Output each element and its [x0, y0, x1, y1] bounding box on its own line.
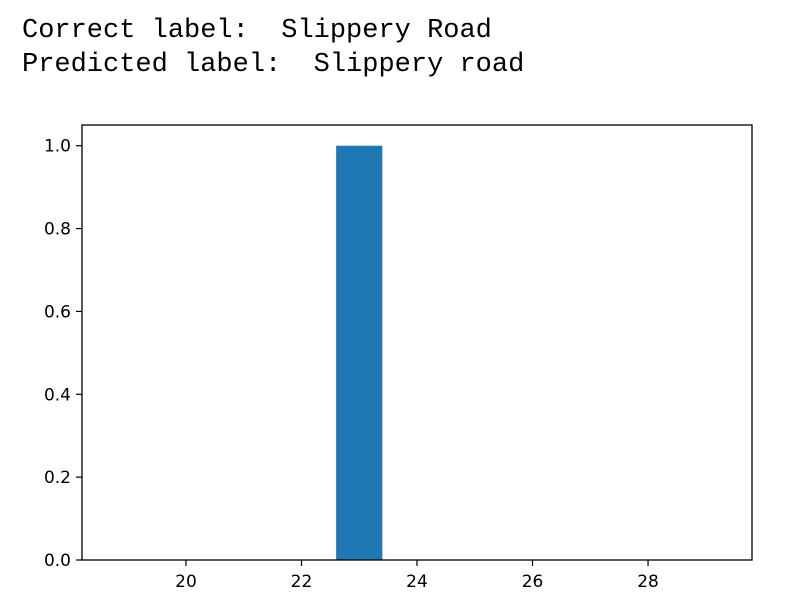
x-tick-label: 20: [175, 572, 197, 592]
predicted-label-value: Slippery road: [313, 50, 525, 80]
predicted-label-prefix: Predicted label:: [22, 50, 314, 80]
correct-label-value: Slippery Road: [281, 16, 492, 46]
y-tick-label: 0.2: [44, 468, 71, 488]
bars-group: [336, 145, 383, 560]
y-tick-label: 0.6: [44, 302, 71, 322]
x-tick-label: 22: [291, 572, 313, 592]
x-tick-label: 28: [637, 572, 659, 592]
y-tick-label: 0.0: [44, 551, 71, 571]
correct-label-prefix: Correct label:: [22, 16, 282, 46]
y-tick-label: 0.8: [44, 220, 71, 240]
predicted-label-line: Predicted label: Slippery road: [22, 52, 524, 79]
y-tick-label: 1.0: [44, 137, 71, 157]
bar-23: [336, 145, 383, 560]
x-axis-ticks: 20 22 24 26 28: [175, 560, 659, 592]
x-tick-label: 24: [406, 572, 428, 592]
plot-frame: [81, 124, 753, 561]
y-axis-ticks: 0.0 0.2 0.4 0.6 0.8 1.0: [44, 137, 82, 571]
y-tick-label: 0.4: [44, 385, 71, 405]
correct-label-line: Correct label: Slippery Road: [22, 18, 492, 45]
x-tick-label: 26: [522, 572, 544, 592]
